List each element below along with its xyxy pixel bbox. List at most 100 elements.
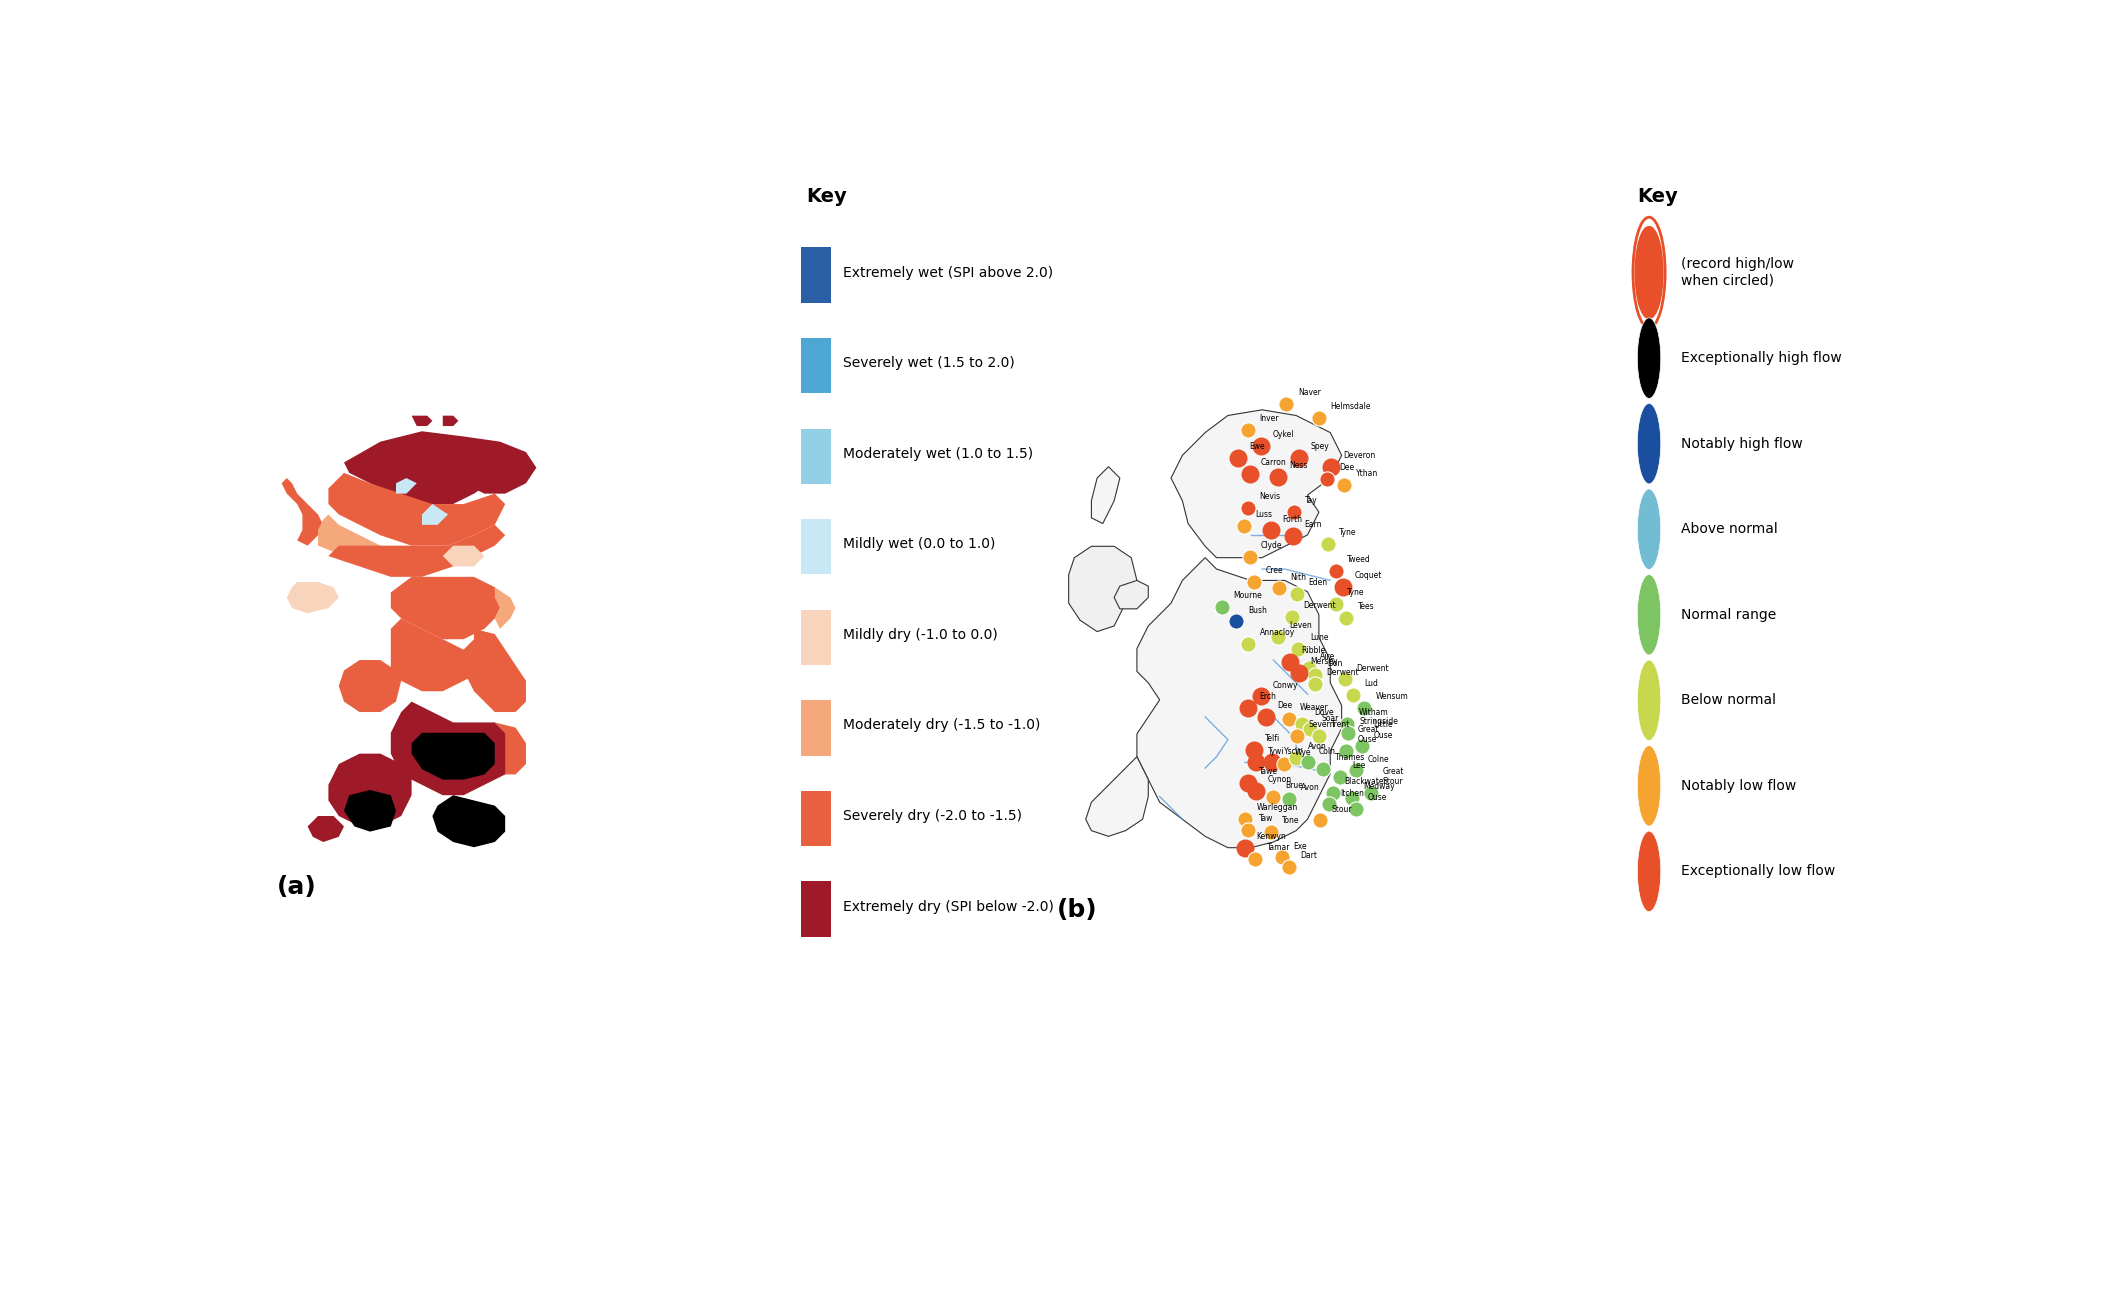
Text: Kenwyn: Kenwyn xyxy=(1256,831,1285,840)
Text: Lee: Lee xyxy=(1351,762,1366,770)
Polygon shape xyxy=(338,660,402,712)
Text: Normal range: Normal range xyxy=(1681,608,1777,622)
Text: (a): (a) xyxy=(277,876,317,899)
Polygon shape xyxy=(328,473,504,545)
Text: Ouse: Ouse xyxy=(1366,793,1387,802)
Point xyxy=(1330,608,1364,629)
Polygon shape xyxy=(328,754,411,826)
Point xyxy=(1302,725,1336,746)
Text: Deveron: Deveron xyxy=(1343,451,1375,460)
Text: Conwy: Conwy xyxy=(1273,681,1298,690)
Point xyxy=(1253,520,1287,541)
Polygon shape xyxy=(1068,546,1136,631)
Text: Leven: Leven xyxy=(1290,621,1313,630)
Text: Avon: Avon xyxy=(1300,783,1319,792)
Point xyxy=(1353,783,1387,804)
FancyBboxPatch shape xyxy=(802,429,830,484)
Point xyxy=(1281,447,1315,468)
Text: Aire: Aire xyxy=(1319,652,1334,661)
Text: Tamar: Tamar xyxy=(1266,843,1290,852)
Text: Naver: Naver xyxy=(1298,388,1321,397)
Text: Eden: Eden xyxy=(1309,578,1328,587)
Text: Tawe: Tawe xyxy=(1260,767,1279,776)
Point xyxy=(1236,571,1270,592)
Polygon shape xyxy=(432,795,504,847)
Text: (b): (b) xyxy=(1058,898,1098,921)
Point xyxy=(1336,685,1370,706)
Point xyxy=(1245,686,1279,707)
Text: Colne: Colne xyxy=(1366,754,1390,763)
Polygon shape xyxy=(1115,580,1149,609)
Point xyxy=(1324,767,1358,788)
Text: Don: Don xyxy=(1328,659,1343,668)
Text: Coln: Coln xyxy=(1319,746,1336,755)
Point xyxy=(1319,593,1353,614)
Text: Severn: Severn xyxy=(1309,720,1334,729)
Text: Exe: Exe xyxy=(1294,842,1307,851)
Text: Tweed: Tweed xyxy=(1347,555,1370,565)
Text: Moderately dry (-1.5 to -1.0): Moderately dry (-1.5 to -1.0) xyxy=(843,719,1041,732)
Point xyxy=(1249,707,1283,728)
Point xyxy=(1281,584,1315,605)
Point xyxy=(1204,596,1238,617)
Point xyxy=(1270,393,1304,414)
Point xyxy=(1277,502,1311,523)
Circle shape xyxy=(1636,745,1660,826)
Circle shape xyxy=(1636,831,1660,912)
Text: Erch: Erch xyxy=(1260,691,1277,701)
Text: Ness: Ness xyxy=(1290,461,1309,471)
Text: Cree: Cree xyxy=(1266,566,1283,575)
Text: Taw: Taw xyxy=(1260,814,1273,822)
Text: Tywi: Tywi xyxy=(1268,746,1283,755)
Point xyxy=(1238,848,1273,869)
Text: Dove: Dove xyxy=(1313,708,1334,718)
Point xyxy=(1332,723,1366,744)
FancyBboxPatch shape xyxy=(802,519,830,575)
Polygon shape xyxy=(396,478,417,494)
Polygon shape xyxy=(464,629,526,712)
Polygon shape xyxy=(392,576,504,639)
Polygon shape xyxy=(317,515,411,566)
Text: Severely dry (-2.0 to -1.5): Severely dry (-2.0 to -1.5) xyxy=(843,809,1021,823)
Text: Telfi: Telfi xyxy=(1266,735,1281,744)
Point xyxy=(1292,657,1326,678)
Point xyxy=(1219,610,1253,631)
Text: Mersey: Mersey xyxy=(1311,656,1339,665)
Point xyxy=(1232,634,1266,655)
Text: Nith: Nith xyxy=(1290,572,1307,582)
Text: Tay: Tay xyxy=(1304,497,1317,506)
Point xyxy=(1315,456,1349,477)
Text: Tyne: Tyne xyxy=(1347,588,1364,597)
Circle shape xyxy=(1636,227,1662,318)
Point xyxy=(1313,795,1347,816)
Point xyxy=(1302,408,1336,429)
Text: Mourne: Mourne xyxy=(1234,591,1262,600)
Polygon shape xyxy=(309,816,345,842)
Text: Earn: Earn xyxy=(1304,520,1321,529)
Text: Great
Stour: Great Stour xyxy=(1383,767,1404,787)
Text: Moderately wet (1.0 to 1.5): Moderately wet (1.0 to 1.5) xyxy=(843,447,1032,461)
Text: Yscir: Yscir xyxy=(1283,746,1302,755)
Text: Inver: Inver xyxy=(1260,414,1279,423)
Polygon shape xyxy=(496,587,515,629)
Polygon shape xyxy=(1136,558,1341,848)
Point xyxy=(1339,799,1373,819)
Point xyxy=(1330,741,1364,762)
Text: Exceptionally low flow: Exceptionally low flow xyxy=(1681,864,1836,878)
Text: Key: Key xyxy=(807,187,847,207)
Point xyxy=(1298,664,1332,685)
Point xyxy=(1230,420,1264,440)
Text: Derwent: Derwent xyxy=(1302,601,1336,610)
Text: Wye: Wye xyxy=(1296,748,1311,757)
Text: Stour: Stour xyxy=(1332,805,1351,813)
Point xyxy=(1245,435,1279,456)
Text: Ribble: Ribble xyxy=(1300,647,1326,656)
Text: Notably high flow: Notably high flow xyxy=(1681,437,1802,451)
Circle shape xyxy=(1636,660,1660,741)
Text: Ewe: Ewe xyxy=(1249,442,1266,451)
Text: Dee: Dee xyxy=(1277,701,1292,710)
Text: Tees: Tees xyxy=(1358,603,1375,612)
Circle shape xyxy=(1636,404,1660,484)
Point xyxy=(1328,669,1362,690)
Text: Medway: Medway xyxy=(1364,782,1394,791)
